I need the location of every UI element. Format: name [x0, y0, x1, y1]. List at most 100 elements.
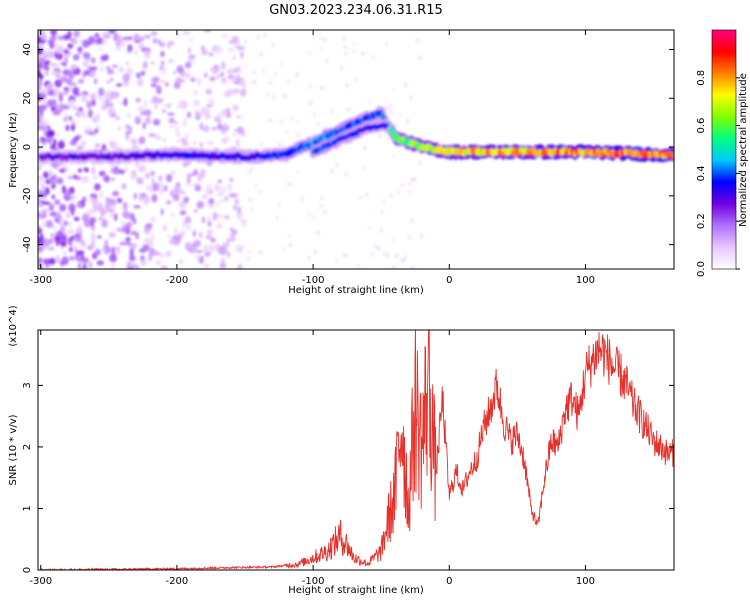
spectrogram-ridge-cell	[671, 151, 674, 159]
spectrogram-noise-cell	[385, 106, 389, 111]
spectrogram-noise-cell	[186, 173, 192, 181]
spectrogram-noise-cell	[236, 65, 242, 74]
spectrogram-noise-cell	[239, 88, 247, 97]
spectrogram-noise-cell	[242, 84, 247, 89]
spectrogram-noise-cell	[170, 170, 176, 175]
spectrogram-noise-cell	[277, 202, 282, 208]
spectrogram-noise-cell	[101, 104, 107, 111]
spectrogram-noise-cell	[248, 249, 252, 254]
spectrogram-noise-cell	[76, 145, 84, 151]
spectrogram-noise-cell	[250, 207, 254, 212]
spectrogram-noise-cell	[114, 247, 122, 255]
spectrogram-noise-cell	[60, 62, 67, 66]
spectrogram-x-tick-label: -200	[166, 275, 189, 286]
spectrogram-noise-cell	[363, 146, 367, 151]
spectrogram-noise-cell	[125, 124, 130, 129]
spectrogram-noise-cell	[111, 64, 119, 68]
spectrogram-noise-cell	[166, 234, 171, 239]
spectrogram-noise-cell	[418, 55, 422, 61]
spectrogram-noise-cell	[74, 234, 82, 243]
spectrogram-noise-cell	[98, 217, 102, 221]
spectrogram-noise-cell	[222, 33, 228, 39]
spectrogram-noise-cell	[151, 177, 155, 184]
spectrogram-noise-cell	[232, 104, 239, 111]
spectrogram-noise-cell	[108, 231, 117, 238]
spectrogram-noise-cell	[380, 228, 384, 233]
spectrogram-noise-cell	[140, 111, 147, 116]
spectrogram-noise-cell	[137, 115, 142, 119]
spectrogram-noise-cell	[62, 185, 66, 194]
spectrogram-noise-cell	[62, 49, 70, 55]
spectrogram-noise-cell	[68, 203, 76, 212]
spectrogram-noise-cell	[165, 82, 169, 87]
spectrogram-noise-cell	[54, 79, 62, 88]
spectrogram-noise-cell	[150, 31, 158, 36]
spectrogram-noise-cell	[313, 112, 317, 117]
spectrogram-noise-cell	[57, 140, 65, 150]
spectrogram-noise-cell	[168, 124, 176, 129]
spectrogram-noise-cell	[77, 262, 82, 269]
spectrogram-noise-cell	[231, 89, 240, 95]
spectrogram-noise-cell	[72, 86, 80, 95]
spectrogram-noise-cell	[88, 260, 93, 269]
spectrogram-noise-cell	[228, 40, 235, 44]
spectrogram-noise-cell	[236, 206, 242, 214]
spectrogram-noise-cell	[274, 72, 278, 77]
spectrogram-noise-cell	[118, 67, 124, 73]
spectrogram-noise-cell	[207, 244, 216, 254]
spectrogram-noise-cell	[38, 120, 46, 127]
spectrogram-noise-cell	[381, 199, 386, 204]
spectrogram-noise-cell	[205, 88, 213, 95]
spectrogram-noise-cell	[59, 203, 67, 212]
spectrogram-noise-cell	[283, 94, 287, 99]
spectrogram-noise-cell	[125, 213, 131, 219]
spectrogram-noise-cell	[200, 106, 206, 115]
spectrogram-noise-cell	[201, 49, 208, 56]
spectrogram-noise-cell	[215, 46, 223, 54]
spectrogram-noise-cell	[392, 154, 396, 159]
spectrogram-noise-cell	[227, 47, 234, 52]
spectrogram-noise-cell	[55, 177, 64, 185]
spectrogram-noise-cell	[67, 43, 74, 49]
figure-title: GN03.2023.234.06.31.R15	[269, 3, 443, 18]
spectrogram-noise-cell	[216, 64, 221, 73]
spectrogram-noise-cell	[68, 186, 75, 194]
spectrogram-noise-cell	[239, 51, 244, 59]
spectrogram-noise-cell	[398, 111, 402, 117]
spectrogram-noise-cell	[156, 85, 162, 95]
spectrogram-noise-cell	[358, 195, 362, 200]
spectrogram-noise-cell	[125, 242, 132, 246]
spectrogram-noise-cell	[143, 99, 148, 108]
spectrogram-noise-cell	[160, 51, 165, 58]
spectrogram-noise-cell	[150, 233, 155, 242]
spectrogram-noise-cell	[268, 80, 272, 85]
spectrogram-noise-cell	[210, 237, 216, 243]
spectrogram-noise-cell	[38, 115, 45, 121]
spectrogram-noise-cell	[107, 103, 114, 107]
spectrogram-noise-cell	[65, 124, 70, 132]
spectrogram-y-tick-label: 0	[22, 144, 33, 150]
spectrogram-noise-cell	[373, 244, 377, 249]
spectrogram-noise-cell	[176, 132, 181, 138]
spectrogram-noise-cell	[219, 246, 227, 256]
spectrogram-noise-cell	[76, 250, 85, 256]
spectrogram-noise-cell	[219, 262, 227, 269]
spectrogram-noise-cell	[87, 109, 93, 118]
spectrogram-noise-cell	[209, 198, 215, 205]
spectrogram-noise-cell	[221, 257, 225, 263]
spectrogram-noise-cell	[148, 254, 153, 262]
spectrogram-noise-cell	[193, 208, 198, 214]
spectrogram-noise-cell	[96, 112, 101, 121]
snr-panel: -300 -200 -100 0 100 0 1 2 3 Height of straight …	[8, 305, 675, 596]
spectrogram-noise-cell	[325, 58, 329, 64]
spectrogram-noise-cell	[70, 123, 76, 132]
spectrogram-noise-cell	[122, 201, 128, 211]
snr-y-label: SNR (10 * v/v)	[8, 414, 19, 485]
spectrogram-noise-cell	[52, 110, 61, 116]
spectrogram-noise-cell	[259, 142, 263, 147]
spectrogram-y-tick-label: -40	[22, 236, 33, 252]
spectrogram-noise-cell	[389, 109, 393, 114]
spectrogram-noise-cell	[201, 216, 205, 224]
spectrogram-noise-cell	[206, 141, 214, 145]
spectrogram-noise-cell	[48, 89, 56, 96]
